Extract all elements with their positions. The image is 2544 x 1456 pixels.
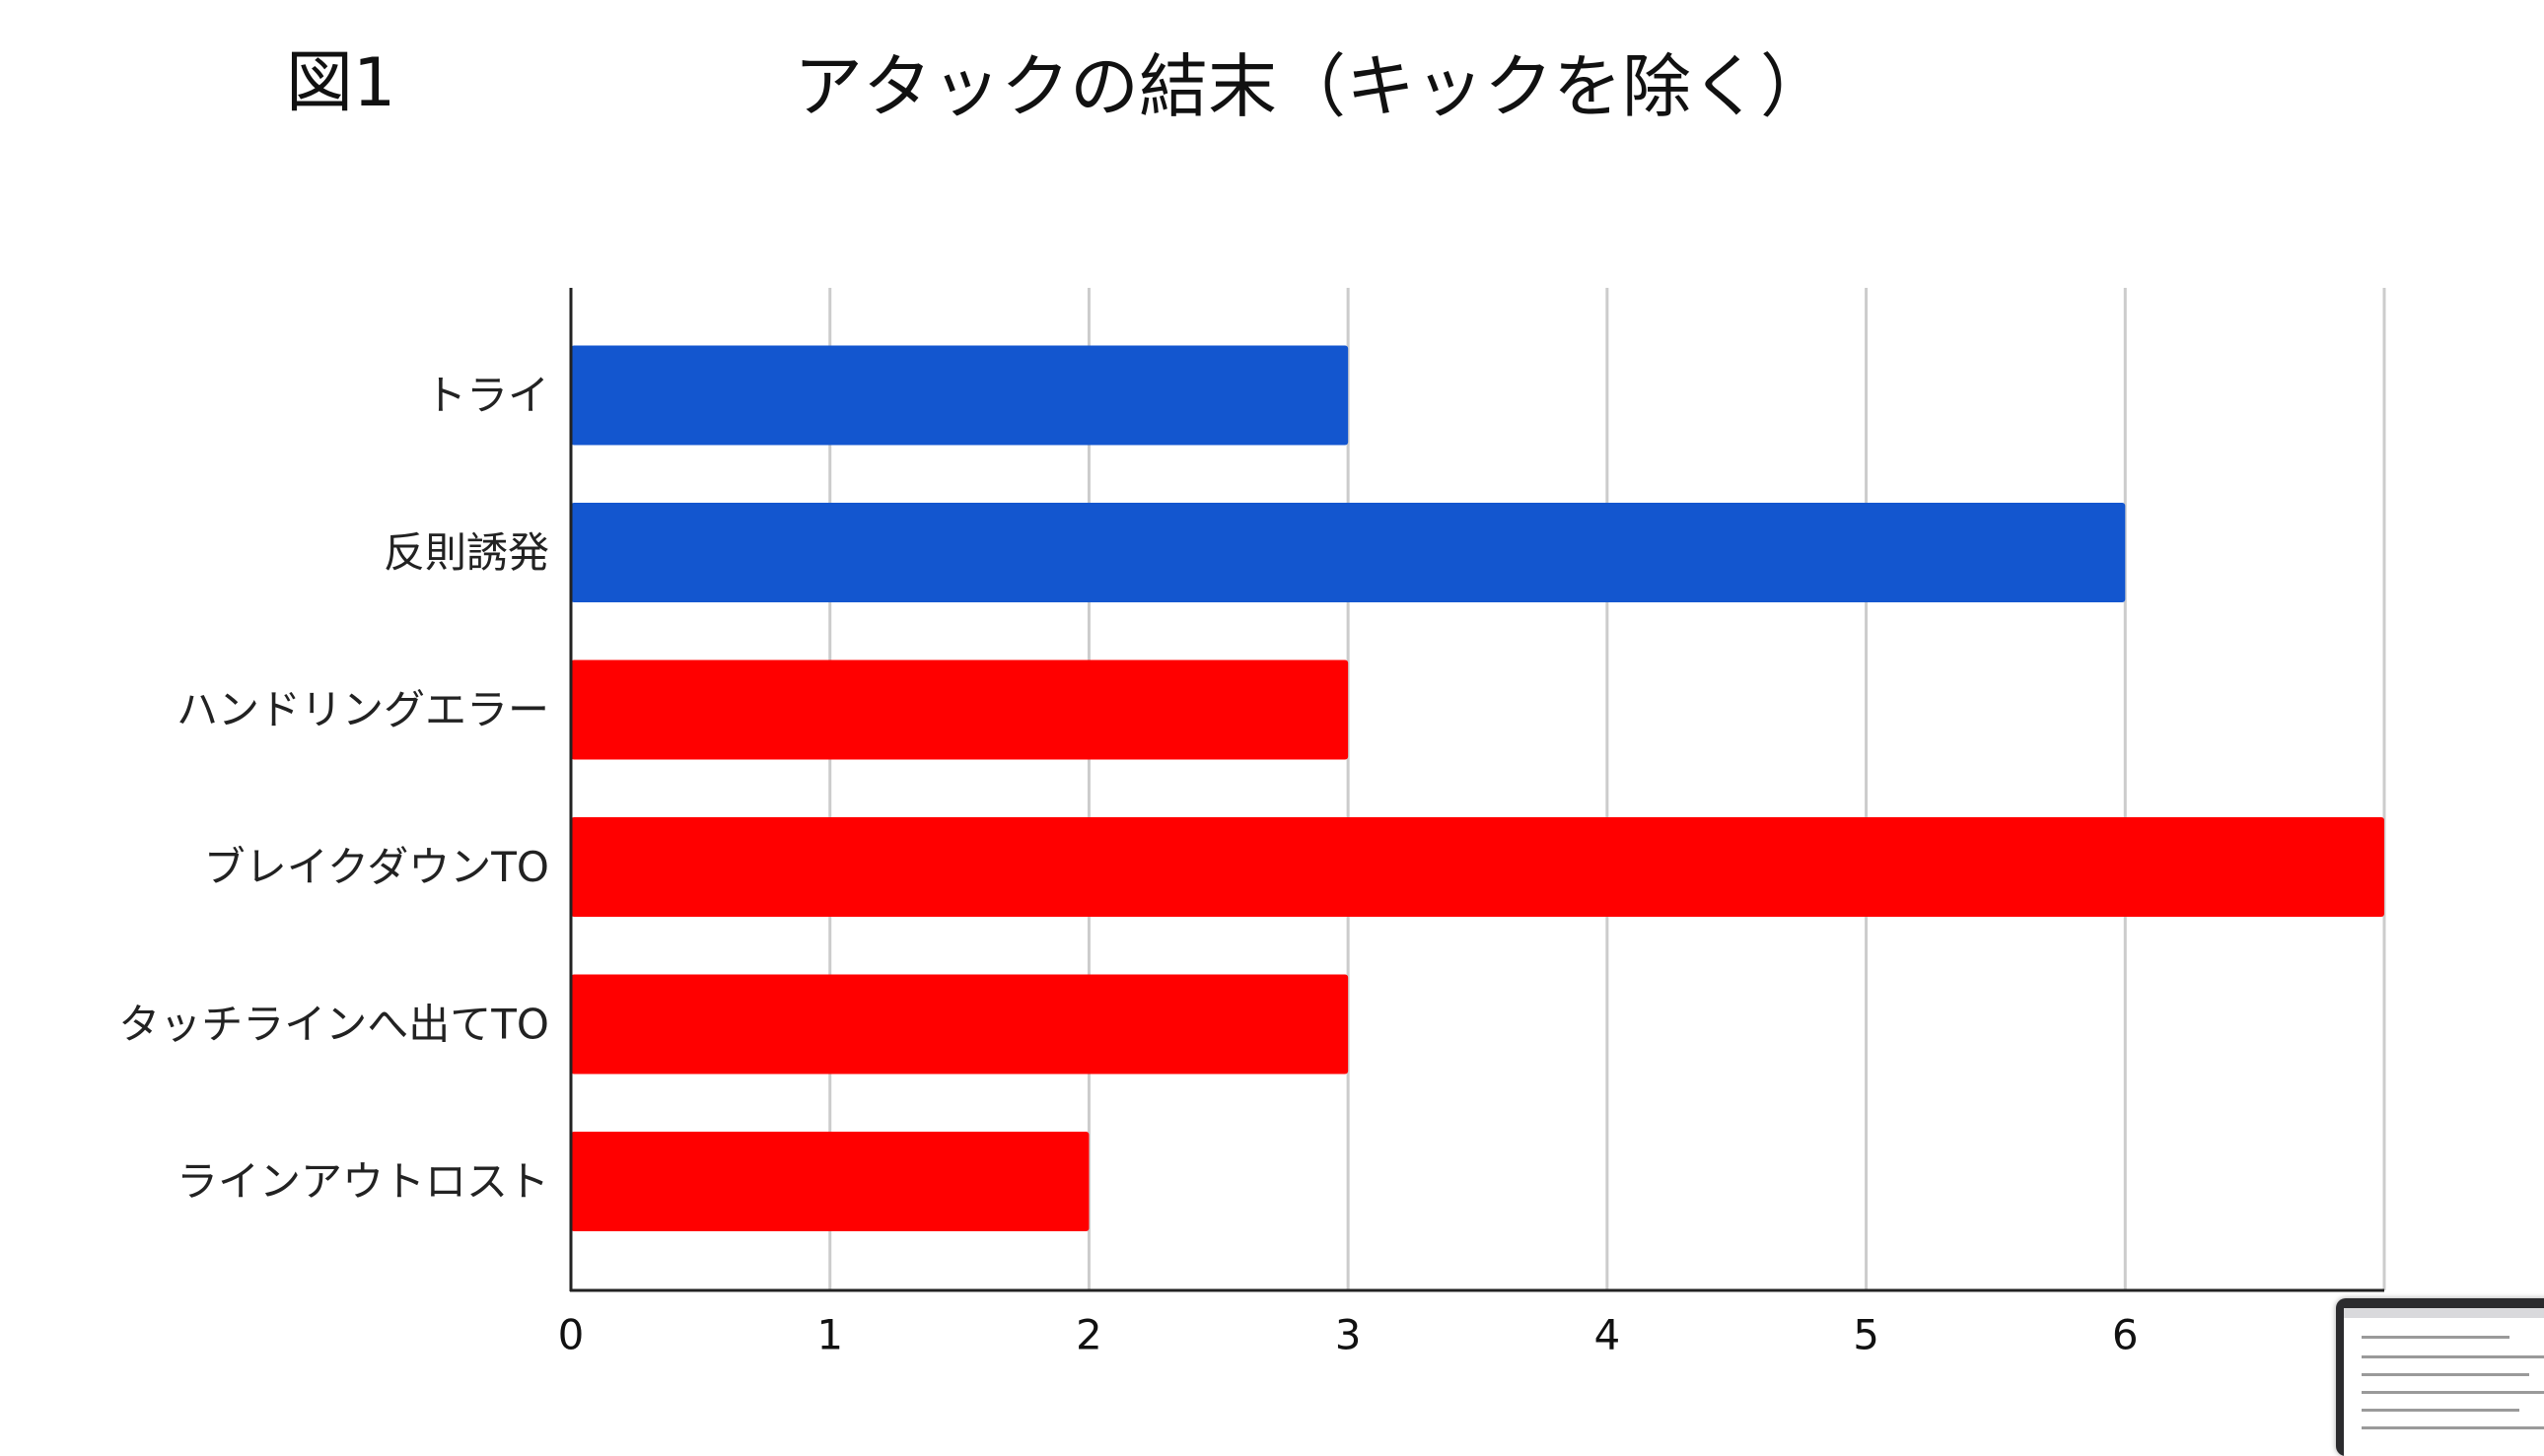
bar-6: [571, 1132, 1090, 1231]
category-label-5: タッチラインへ出てTO: [118, 1001, 549, 1049]
bar-1: [571, 345, 1349, 446]
thumbnail-screen: [2344, 1308, 2544, 1456]
x-tick-label-6: 6: [2112, 1311, 2139, 1359]
bar-2: [571, 503, 2126, 602]
chart-title: アタックの結末（キックを除く）: [794, 46, 1829, 127]
category-label-6: ラインアウトロスト: [177, 1157, 549, 1206]
category-label-1: トライ: [425, 372, 549, 420]
category-label-3: ハンドリングエラー: [177, 686, 549, 734]
x-tick-label-4: 4: [1593, 1311, 1620, 1359]
x-tick-label-3: 3: [1335, 1311, 1362, 1359]
thumbnail-toolbar: [2344, 1308, 2544, 1318]
x-tick-label-0: 0: [558, 1311, 585, 1359]
bar-3: [571, 659, 1349, 760]
axes: [569, 288, 2384, 1292]
x-tick-label-2: 2: [1076, 1311, 1102, 1359]
bar-5: [571, 974, 1349, 1075]
bars: [571, 345, 2384, 1231]
screenshot-thumbnail[interactable]: [2336, 1298, 2544, 1456]
category-label-4: ブレイクダウンTO: [204, 843, 549, 891]
x-tick-label-1: 1: [816, 1311, 843, 1359]
grid-lines: [828, 288, 2386, 1290]
figure-label: 図1: [286, 44, 396, 122]
bar-4: [571, 817, 2384, 917]
x-tick-label-5: 5: [1853, 1311, 1879, 1359]
category-label-2: 反則誘発: [384, 528, 549, 577]
